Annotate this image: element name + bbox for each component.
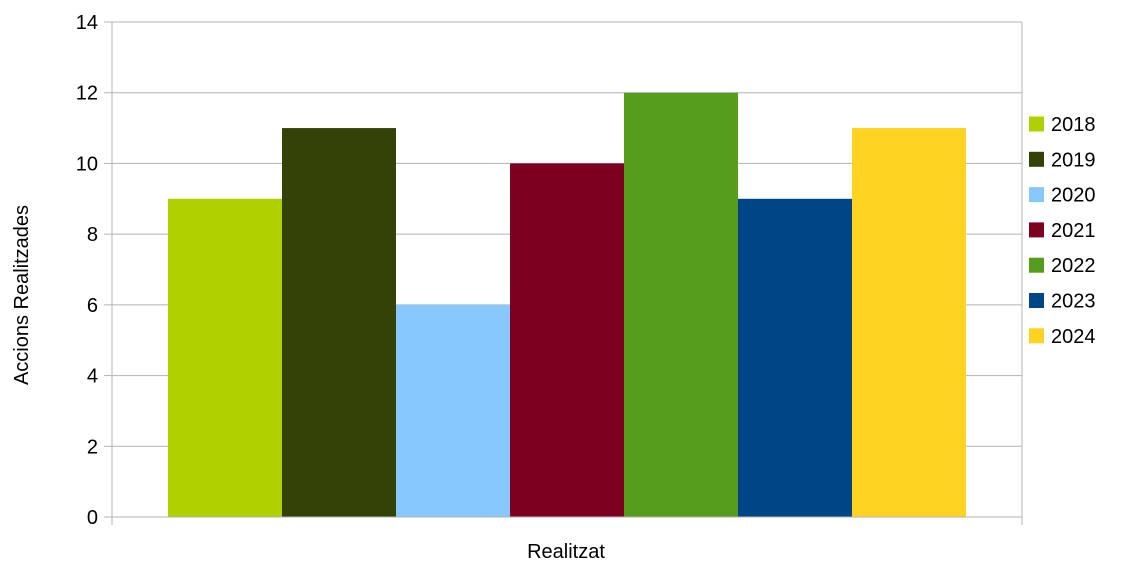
- y-tick-label: 2: [87, 436, 98, 458]
- legend-label-2021: 2021: [1051, 220, 1096, 242]
- legend-label-2022: 2022: [1051, 255, 1096, 277]
- x-axis-title: Realitzat: [527, 541, 605, 561]
- y-tick-label: 0: [87, 507, 98, 529]
- y-tick-label: 6: [87, 295, 98, 317]
- legend-label-2020: 2020: [1051, 185, 1096, 207]
- y-tick-label: 12: [76, 83, 98, 105]
- legend-swatch-2024: [1029, 328, 1044, 344]
- bar-2018: [168, 198, 282, 518]
- bar-2022: [624, 92, 738, 517]
- legend-swatch-2018: [1029, 116, 1044, 132]
- y-tick-labels: 0 2 4 6 8 10 12 14: [76, 12, 98, 529]
- bar-2024: [852, 128, 966, 518]
- y-tick-label: 8: [87, 224, 98, 246]
- y-tick-label: 10: [76, 153, 98, 175]
- legend-swatch-2022: [1029, 257, 1044, 273]
- y-tick-label: 14: [76, 12, 98, 34]
- legend-label-2024: 2024: [1051, 326, 1096, 348]
- legend-swatch-2019: [1029, 151, 1044, 167]
- y-axis-title: Accions Realitzades: [11, 205, 33, 385]
- legend-swatch-2020: [1029, 187, 1044, 203]
- bar-2021: [510, 163, 624, 517]
- legend-swatch-2021: [1029, 222, 1044, 238]
- axes: [104, 21, 1023, 525]
- legend-swatch-2023: [1029, 293, 1044, 308]
- bar-2023: [738, 198, 852, 518]
- bar-2019: [282, 128, 396, 518]
- bars: [168, 92, 966, 518]
- y-tick-label: 4: [87, 366, 98, 388]
- legend: 2018 2019 2020 2021 2022 2023 2024: [1029, 114, 1096, 348]
- legend-label-2018: 2018: [1051, 114, 1096, 136]
- bar-2020: [396, 304, 510, 517]
- legend-label-2019: 2019: [1051, 149, 1096, 171]
- legend-label-2023: 2023: [1051, 291, 1096, 313]
